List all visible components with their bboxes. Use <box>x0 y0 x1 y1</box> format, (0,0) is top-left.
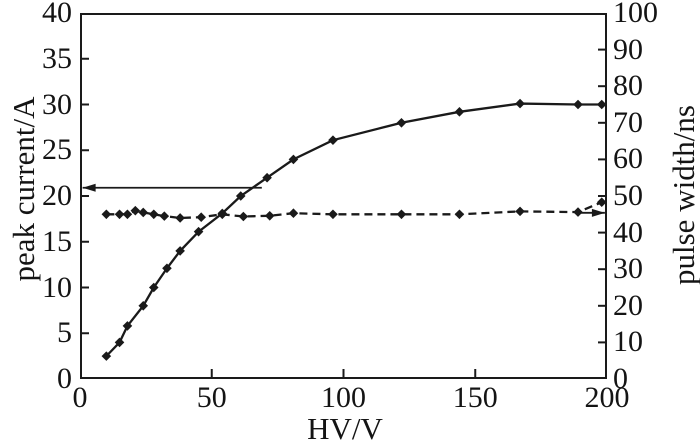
marker-diamond <box>148 282 159 293</box>
bottom-tick-label: 50 <box>196 381 227 414</box>
plot-frame <box>80 13 607 379</box>
marker-diamond <box>217 209 228 220</box>
marker-diamond <box>515 206 525 217</box>
marker-diamond <box>328 209 338 220</box>
marker-diamond <box>596 197 607 208</box>
right-tick-label: 50 <box>613 179 643 212</box>
left-tick-label: 30 <box>42 87 72 121</box>
right-tick-label: 80 <box>613 69 643 103</box>
right-tick-label: 10 <box>613 325 643 359</box>
bottom-tick-label: 100 <box>321 381 366 414</box>
marker-diamond <box>130 205 141 216</box>
marker-diamond <box>328 135 338 145</box>
marker-diamond <box>101 351 112 361</box>
marker-diamond <box>396 118 407 128</box>
marker-diamond <box>515 98 525 109</box>
right-tick-label: 100 <box>613 0 658 29</box>
marker-diamond <box>454 107 465 117</box>
axis-indicator-arrow-head-right <box>591 208 605 217</box>
right-tick-label: 0 <box>613 362 628 395</box>
marker-diamond <box>573 99 583 110</box>
marker-diamond <box>138 207 149 218</box>
left-tick-label: 20 <box>42 179 72 212</box>
left-tick-label: 15 <box>42 224 72 258</box>
left-tick-label: 0 <box>57 362 72 395</box>
marker-diamond <box>159 211 170 221</box>
marker-diamond <box>573 207 583 217</box>
marker-diamond <box>264 210 275 221</box>
right-tick-label: 30 <box>613 252 643 286</box>
left-tick-label: 25 <box>42 133 72 167</box>
left-tick-label: 40 <box>42 0 72 29</box>
axis-indicator-arrow-head-left <box>82 183 96 192</box>
right-tick-label: 20 <box>613 288 643 322</box>
marker-diamond <box>148 209 159 220</box>
marker-diamond <box>235 191 246 201</box>
marker-diamond <box>196 212 207 223</box>
marker-diamond <box>114 209 125 220</box>
marker-diamond <box>175 213 185 223</box>
left-tick-label: 5 <box>57 316 72 350</box>
bottom-tick-label: 200 <box>584 381 630 414</box>
x-axis-title: HV/V <box>307 411 383 446</box>
marker-diamond <box>454 209 465 220</box>
right-tick-label: 90 <box>613 32 643 66</box>
marker-diamond <box>396 209 407 220</box>
right-tick-label: 40 <box>613 215 643 249</box>
left-tick-label: 35 <box>42 41 72 75</box>
marker-diamond <box>122 209 133 220</box>
marker-diamond <box>262 172 272 183</box>
marker-diamond <box>175 246 185 256</box>
marker-diamond <box>238 211 249 222</box>
marker-diamond <box>114 337 125 348</box>
marker-diamond <box>288 208 299 219</box>
marker-diamond <box>596 99 607 110</box>
bottom-tick-label: 0 <box>72 381 88 414</box>
right-tick-label: 60 <box>613 142 643 176</box>
marker-diamond <box>288 154 299 165</box>
right-tick-label: 70 <box>613 105 643 139</box>
series-line-peak-current <box>105 102 602 357</box>
plot-canvas <box>80 13 607 379</box>
marker-diamond <box>101 209 112 220</box>
bottom-tick-label: 150 <box>452 381 498 414</box>
left-tick-label: 10 <box>42 270 72 304</box>
